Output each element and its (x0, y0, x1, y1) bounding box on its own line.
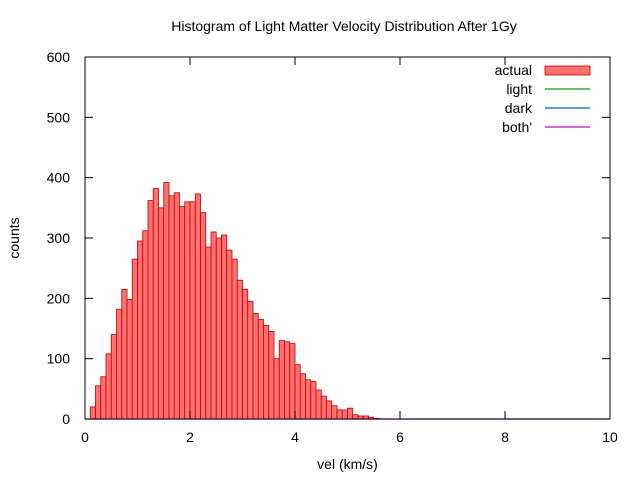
x-tick-label: 10 (602, 429, 618, 445)
x-tick-label: 2 (186, 429, 194, 445)
histogram-bar (100, 376, 107, 420)
x-tick-label: 4 (291, 429, 299, 445)
histogram-bar (294, 364, 301, 420)
histogram-bar (341, 409, 348, 420)
axis-ticks-group: 0 100 200 300 400 500 600 0 2 4 6 8 10 (47, 49, 618, 445)
histogram-bar (110, 334, 117, 420)
y-tick-label: 600 (47, 49, 71, 65)
y-tick-label: 500 (47, 109, 71, 125)
histogram-bar (179, 206, 186, 420)
x-tick-label: 6 (396, 429, 404, 445)
histogram-bar (326, 400, 333, 420)
legend: actual light dark both' (495, 62, 591, 135)
histogram-bar (352, 414, 359, 420)
bars-group (89, 182, 380, 420)
y-tick-label: 300 (47, 230, 71, 246)
histogram-bar (184, 201, 191, 420)
legend-label: actual (495, 62, 532, 78)
histogram-bar (347, 407, 354, 420)
histogram-bar (252, 313, 259, 420)
histogram-bar (299, 373, 306, 420)
histogram-bar (315, 389, 322, 420)
histogram-bar (231, 258, 238, 420)
histogram-bar (131, 258, 138, 420)
histogram-bar (215, 237, 222, 420)
histogram-bar (168, 195, 175, 420)
histogram-bar (126, 299, 133, 420)
histogram-bar (137, 240, 144, 420)
histogram-bar (221, 234, 228, 420)
histogram-bar (242, 288, 249, 420)
histogram-bar (263, 325, 270, 420)
y-tick-label: 0 (62, 411, 70, 427)
chart-title: Histogram of Light Matter Velocity Distr… (171, 18, 517, 34)
histogram-bar (284, 341, 291, 420)
histogram-bar (142, 230, 149, 420)
histogram-bar (147, 200, 154, 420)
histogram-bar (310, 381, 317, 420)
histogram-bar (331, 405, 338, 420)
histogram-bar (158, 207, 165, 420)
histogram-bar (173, 192, 180, 420)
histogram-bar (305, 379, 312, 420)
histogram-bar (116, 308, 123, 420)
legend-label: dark (505, 100, 533, 116)
histogram-bar (163, 182, 170, 420)
y-tick-label: 400 (47, 170, 71, 186)
histogram-bar (189, 201, 196, 420)
legend-swatch (544, 65, 591, 76)
histogram-bar (336, 409, 343, 420)
x-tick-label: 8 (501, 429, 509, 445)
histogram-bar (89, 406, 96, 420)
histogram-bar (278, 340, 285, 420)
histogram-bar (268, 331, 275, 420)
x-axis-label: vel (km/s) (317, 456, 378, 472)
histogram-bar (152, 188, 159, 420)
legend-label: light (506, 81, 532, 97)
x-tick-label: 0 (81, 429, 89, 445)
histogram-bar (273, 358, 280, 420)
histogram-bar (200, 212, 207, 420)
histogram-bar (194, 193, 201, 420)
legend-label: both' (502, 119, 532, 135)
y-tick-label: 200 (47, 290, 71, 306)
histogram-bar (121, 288, 128, 420)
histogram-bar (210, 231, 217, 420)
histogram-bar (257, 319, 264, 420)
histogram-bar (95, 385, 102, 420)
histogram-bar (320, 395, 327, 420)
histogram-bar (236, 279, 243, 420)
histogram-bar (247, 300, 254, 420)
histogram-bar (205, 246, 212, 420)
histogram-bar (226, 249, 233, 420)
histogram-bar (289, 343, 296, 420)
y-tick-label: 100 (47, 351, 71, 367)
histogram-bar (105, 353, 112, 420)
